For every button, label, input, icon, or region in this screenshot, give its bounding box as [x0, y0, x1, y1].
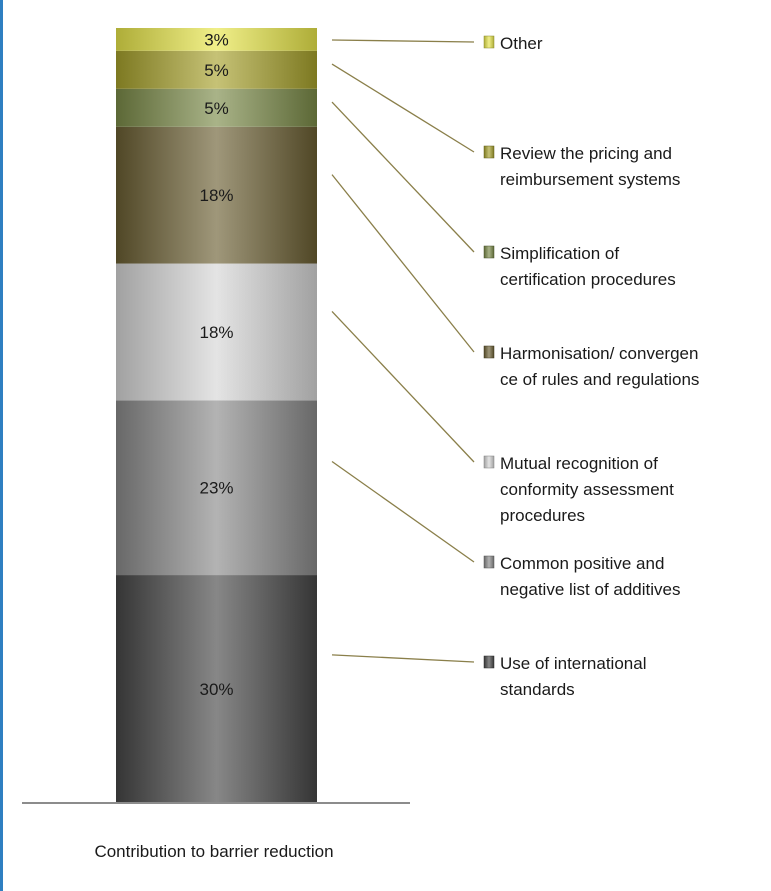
data-label: 18%	[199, 186, 233, 205]
data-label: 5%	[204, 99, 229, 118]
legend-label: Harmonisation/ convergen	[500, 344, 698, 363]
bar-segment	[116, 263, 317, 401]
legend-label: Simplification of	[500, 244, 619, 263]
legend-label: Use of international	[500, 654, 646, 673]
legend-swatch	[483, 345, 495, 359]
legend-label: Mutual recognition of	[500, 454, 658, 473]
legend-connector	[331, 39, 475, 43]
data-label: 30%	[199, 680, 233, 699]
legend-label: reimbursement systems	[500, 170, 680, 189]
legend-swatch	[483, 245, 495, 259]
legend-label: certification procedures	[500, 270, 676, 289]
bar-segments: 30% 23% 18% 18% 5% 5% 3%	[116, 28, 317, 803]
data-label: 3%	[204, 30, 229, 49]
legend-label: Review the pricing and	[500, 144, 672, 163]
bar-segment	[116, 88, 317, 127]
legend-connector	[331, 654, 475, 663]
legend-connector	[331, 101, 475, 253]
legend-connector	[331, 460, 475, 563]
legend-label: Common positive and	[500, 554, 664, 573]
data-label: 23%	[199, 479, 233, 498]
legend-connector	[331, 63, 475, 153]
data-label: 5%	[204, 61, 229, 80]
legend-swatch	[483, 555, 495, 569]
legend-connectors	[331, 39, 475, 663]
legend-connector	[331, 310, 475, 463]
bar-segment	[116, 575, 317, 803]
x-axis-label: Contribution to barrier reduction	[94, 842, 333, 861]
bar-segment	[116, 126, 317, 264]
legend-label: standards	[500, 680, 575, 699]
legend-label: negative list of additives	[500, 580, 681, 599]
left-border	[0, 0, 3, 891]
legend-swatch	[483, 145, 495, 159]
data-label: 18%	[199, 323, 233, 342]
legend-label: procedures	[500, 506, 585, 525]
legend-connector	[331, 174, 475, 353]
legend-swatch	[483, 35, 495, 49]
legend-label: ce of rules and regulations	[500, 370, 699, 389]
bar-segment	[116, 400, 317, 576]
legend: Use of international standards Common posi…	[483, 34, 699, 699]
legend-swatch	[483, 655, 495, 669]
bar-segment	[116, 50, 317, 89]
legend-label: Other	[500, 34, 543, 53]
legend-swatch	[483, 455, 495, 469]
legend-label: conformity assessment	[500, 480, 674, 499]
bar-segment	[116, 28, 317, 51]
